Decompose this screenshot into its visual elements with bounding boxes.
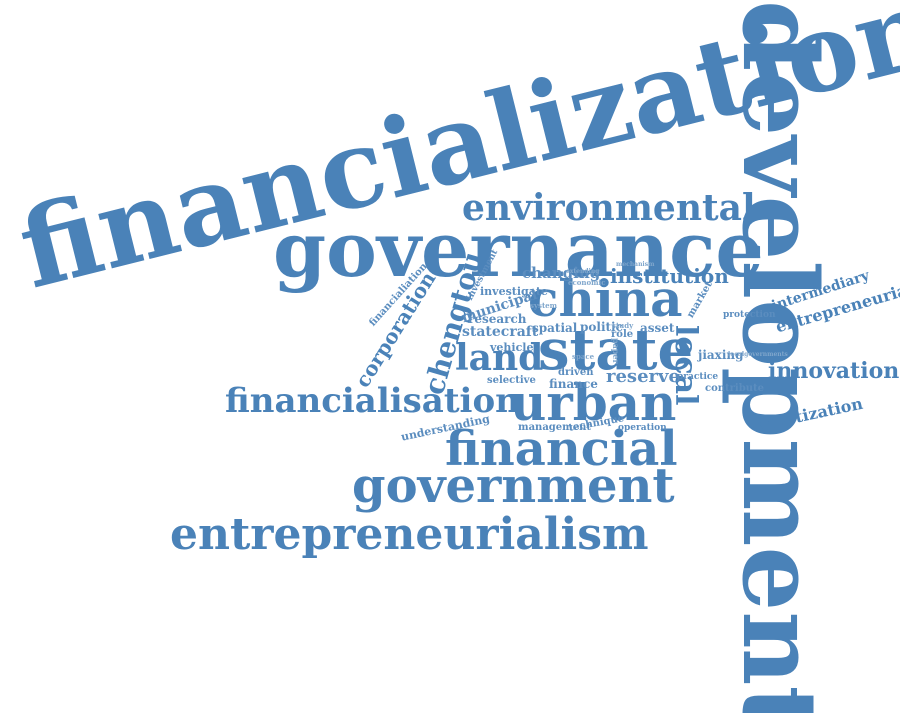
word-vehicle: vehicle — [490, 341, 534, 354]
word-paper: paper — [611, 338, 621, 364]
word-management: management — [518, 422, 591, 433]
word-statecraft: statecraft — [462, 324, 539, 340]
word-state: state — [538, 317, 694, 383]
word-land: land — [455, 337, 544, 379]
word-changing: changing — [522, 264, 601, 282]
word-localgovernments: localgovernments — [728, 351, 788, 358]
word-economic: economic — [568, 278, 606, 287]
word-jiaxing: jiaxing — [698, 348, 744, 362]
word-urban: urban — [510, 373, 677, 432]
word-protection: protection — [723, 310, 776, 320]
word-environmental: environmental — [462, 187, 756, 229]
word-politic: politic — [580, 320, 623, 334]
word-space: space — [572, 352, 595, 361]
word-spatial: spatial — [532, 321, 578, 335]
word-mechanism: mechanism — [616, 261, 655, 268]
word-financialisation: financialisation — [225, 381, 520, 421]
word-finance: finance — [549, 377, 598, 391]
word-role: role — [611, 329, 634, 340]
word-governance: governance — [273, 205, 764, 294]
word-practice: practice — [677, 372, 719, 382]
word-asset: asset — [640, 321, 675, 335]
word-entrepreneurialism: entrepreneurialism — [170, 509, 649, 560]
word-system: system — [530, 301, 558, 310]
word-institution: institution — [610, 264, 729, 288]
word-driven: driven — [558, 367, 594, 378]
word-research: research — [468, 312, 527, 326]
word-selective: selective — [487, 375, 536, 386]
word-reserve: reserve — [606, 366, 680, 387]
word-operation: operation — [618, 423, 667, 433]
word-investigate: investigate — [480, 285, 548, 298]
word-government: government — [352, 458, 675, 514]
word-financial: financial — [445, 421, 678, 477]
word-extending: extending — [566, 268, 600, 275]
word-innovation: innovation — [768, 358, 900, 384]
word-china: china — [528, 269, 683, 328]
word-study: study — [612, 321, 634, 330]
word-contribute: contribute — [705, 383, 764, 394]
